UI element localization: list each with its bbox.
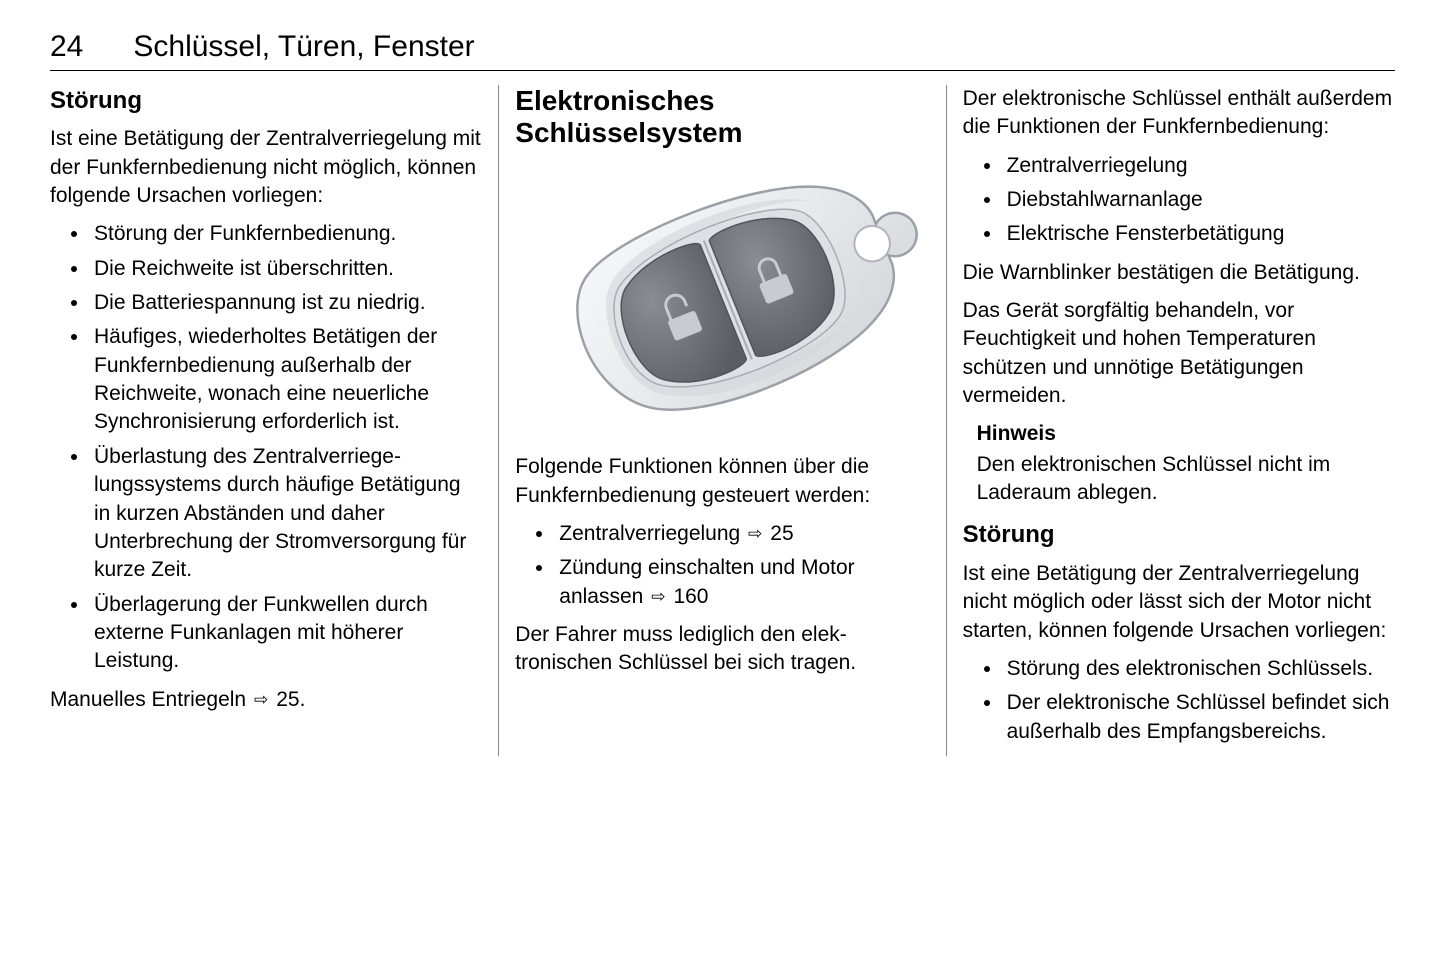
chapter-title: Schlüssel, Türen, Fenster [133,30,474,64]
column-3: Der elektronische Schlüssel enthält auße… [947,85,1395,756]
crossref-icon [649,585,667,608]
list-item: Zündung einschalten und Motor anlassen 1… [555,554,929,611]
col2-carry-note: Der Fahrer muss lediglich den elek­troni… [515,621,929,678]
list-item: Überlastung des Zentralverriege­lungssys… [90,443,482,585]
list-item: Der elektronische Schlüssel befindet sic… [1003,689,1395,746]
col1-heading: Störung [50,85,482,117]
col3-features-list: Zentralverriegelung Diebstahlwarnanlage … [963,152,1395,249]
column-2: Elektronisches Schlüsselsystem [498,85,946,756]
crossref-icon [746,522,764,545]
col2-heading: Elektronisches Schlüsselsystem [515,85,929,149]
page-number: 24 [50,30,83,64]
func2-ref: 160 [668,585,709,608]
col3-intro: Der elektronische Schlüssel enthält auße… [963,85,1395,142]
content-columns: Störung Ist eine Betätigung der Zentralv… [50,85,1395,756]
note-block: Hinweis Den elektronischen Schlüssel nic… [977,420,1395,507]
manual-page: 24 Schlüssel, Türen, Fenster Störung Ist… [0,0,1445,965]
col3-confirm: Die Warnblinker bestätigen die Betä­tigu… [963,259,1395,287]
list-item: Häufiges, wiederholtes Betätigen der Fun… [90,323,482,436]
col3-fault-list: Störung des elektronischen Schlüssels. D… [963,655,1395,746]
key-fob-svg [515,159,929,439]
list-item: Störung des elektronischen Schlüssels. [1003,655,1395,683]
list-item: Die Batteriespannung ist zu nied­rig. [90,289,482,317]
col2-functions-intro: Folgende Funktionen können über die Funk… [515,453,929,510]
list-item: Die Reichweite ist überschritten. [90,255,482,283]
col1-causes-list: Störung der Funkfernbedienung. Die Reich… [50,220,482,675]
col2-functions-list: Zentralverriegelung 25 Zündung einschalt… [515,520,929,611]
column-1: Störung Ist eine Betätigung der Zentralv… [50,85,498,756]
list-item: Überlagerung der Funkwellen durch extern… [90,591,482,676]
manual-unlock-line: Manuelles Entriegeln 25. [50,686,482,714]
func1-text: Zentralverriegelung [559,522,746,545]
list-item: Diebstahlwarnanlage [1003,186,1395,214]
list-item: Zentralverriegelung [1003,152,1395,180]
manual-unlock-text: Manuelles Entriegeln [50,688,252,711]
list-item: Zentralverriegelung 25 [555,520,929,548]
list-item: Elektrische Fensterbetätigung [1003,220,1395,248]
manual-unlock-ref: 25. [270,688,305,711]
note-title: Hinweis [977,420,1395,448]
key-fob-illustration [515,159,929,439]
crossref-icon [252,688,270,711]
col1-intro: Ist eine Betätigung der Zentralverrie­ge… [50,125,482,210]
func1-ref: 25 [764,522,793,545]
list-item: Störung der Funkfernbedienung. [90,220,482,248]
note-body: Den elektronischen Schlüssel nicht im La… [977,451,1395,508]
col3-fault-intro: Ist eine Betätigung der Zentralverrie­ge… [963,560,1395,645]
col3-fault-heading: Störung [963,519,1395,551]
page-header: 24 Schlüssel, Türen, Fenster [50,30,1395,71]
col3-care: Das Gerät sorgfältig behandeln, vor Feuc… [963,297,1395,410]
